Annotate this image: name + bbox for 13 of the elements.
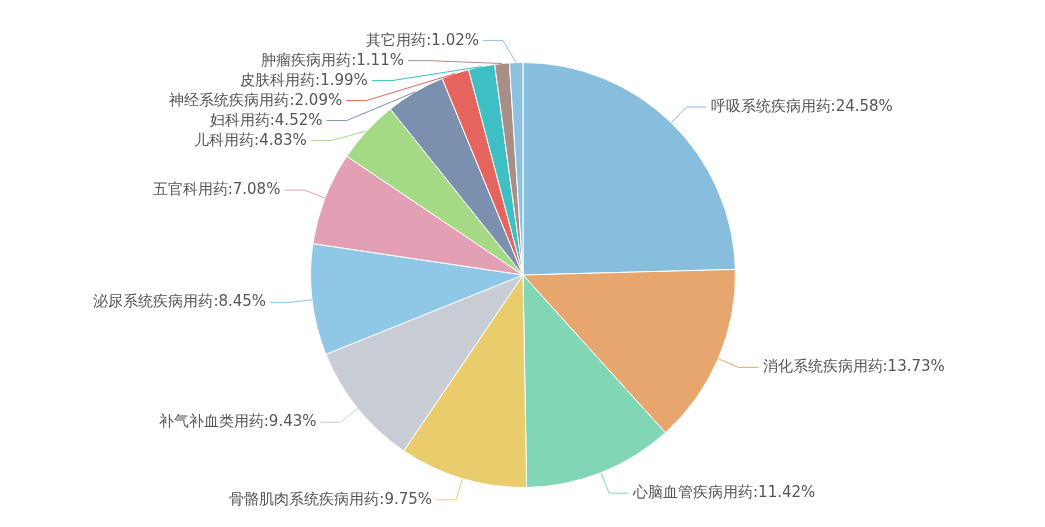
slice-label: 消化系统疾病用药:13.73% xyxy=(762,357,945,376)
slice-label: 儿科用药:4.83% xyxy=(194,130,307,149)
slice-label: 骨骼肌肉系统疾病用药:9.75% xyxy=(229,489,433,508)
slice-label: 妇科用药:4.52% xyxy=(209,110,323,129)
slice-label: 其它用药:1.02% xyxy=(366,30,479,49)
slice-label: 皮肤科用药:1.99% xyxy=(240,70,368,89)
slice-label: 泌尿系统疾病用药:8.45% xyxy=(93,292,267,311)
slice-label: 呼吸系统疾病用药:24.58% xyxy=(710,96,893,115)
slice-label: 心脑血管疾病用药:11.42% xyxy=(632,483,816,502)
slice-label: 神经系统疾病用药:2.09% xyxy=(169,90,343,109)
slice-label: 五官科用药:7.08% xyxy=(152,179,281,198)
slice-label: 补气补血类用药:9.43% xyxy=(158,412,317,431)
slice-label: 肿瘤疾病用药:1.11% xyxy=(261,50,404,69)
